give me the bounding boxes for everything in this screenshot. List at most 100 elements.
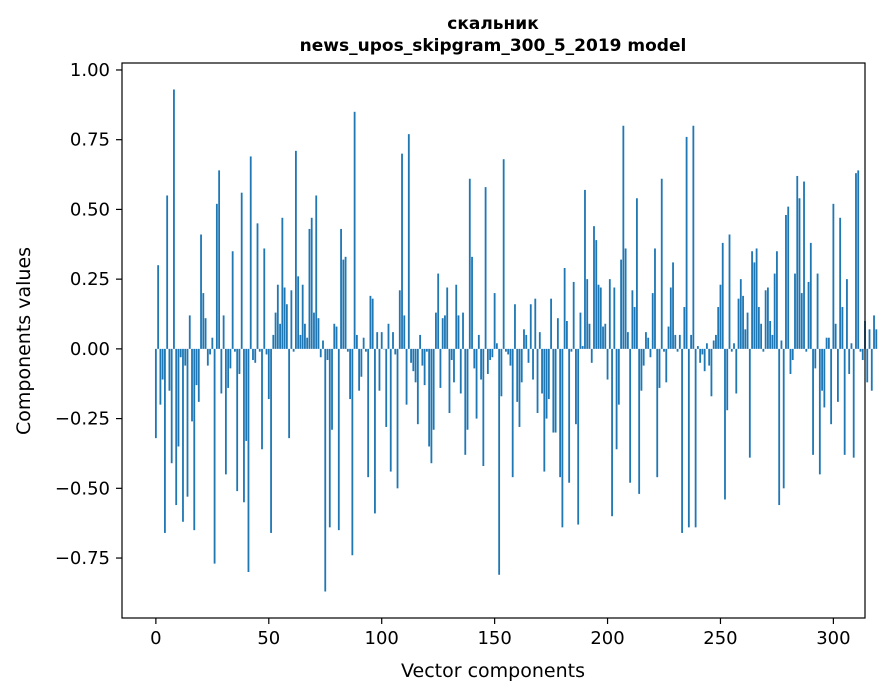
bar bbox=[211, 337, 214, 349]
bar bbox=[294, 150, 297, 349]
bar bbox=[453, 348, 455, 383]
bar bbox=[538, 332, 541, 349]
bar bbox=[617, 348, 620, 405]
bar bbox=[636, 198, 638, 349]
bar bbox=[444, 315, 446, 349]
bar bbox=[304, 323, 306, 349]
bar bbox=[202, 293, 205, 349]
x-tick-label: 250 bbox=[703, 628, 737, 649]
bar bbox=[715, 334, 717, 349]
bar bbox=[667, 326, 670, 349]
bar bbox=[213, 348, 216, 564]
bar bbox=[807, 281, 810, 349]
bar bbox=[179, 348, 182, 358]
bar bbox=[579, 312, 582, 349]
bar bbox=[658, 348, 661, 388]
bar bbox=[717, 307, 720, 349]
bar bbox=[285, 304, 288, 349]
bar bbox=[674, 334, 677, 349]
bar bbox=[859, 348, 862, 352]
bar bbox=[708, 348, 711, 366]
bar bbox=[231, 251, 234, 349]
bar bbox=[595, 240, 598, 349]
bar bbox=[468, 178, 471, 349]
bar bbox=[550, 298, 552, 349]
bar bbox=[812, 348, 814, 455]
bar bbox=[414, 348, 417, 383]
bar bbox=[760, 323, 763, 349]
bar bbox=[706, 343, 708, 349]
bar bbox=[857, 170, 860, 349]
bar bbox=[696, 346, 699, 349]
bar bbox=[378, 348, 381, 391]
bar bbox=[168, 348, 171, 391]
bar bbox=[220, 348, 223, 394]
y-axis-label: Components values bbox=[13, 247, 35, 435]
bar bbox=[536, 348, 539, 414]
bar bbox=[238, 348, 241, 374]
bar bbox=[534, 298, 537, 349]
bar bbox=[762, 348, 765, 352]
y-tick-label: 0.50 bbox=[70, 199, 110, 220]
bar bbox=[631, 290, 634, 349]
bar bbox=[502, 159, 505, 349]
bar bbox=[252, 348, 254, 361]
bar bbox=[319, 348, 322, 358]
bar bbox=[516, 348, 519, 402]
bar bbox=[328, 348, 331, 528]
bar bbox=[439, 348, 442, 388]
bar bbox=[599, 287, 602, 349]
bar bbox=[380, 332, 383, 349]
bar bbox=[191, 348, 193, 422]
bar bbox=[398, 290, 401, 349]
bar bbox=[322, 340, 324, 349]
bar bbox=[665, 348, 668, 383]
bar bbox=[721, 242, 724, 349]
bar bbox=[565, 320, 568, 349]
bar bbox=[308, 228, 311, 349]
bar bbox=[651, 293, 654, 349]
bar bbox=[164, 348, 166, 533]
x-tick-label: 150 bbox=[477, 628, 511, 649]
bar bbox=[279, 323, 281, 349]
bar bbox=[818, 348, 821, 475]
bar bbox=[735, 348, 738, 394]
bar bbox=[371, 298, 374, 349]
bar bbox=[342, 259, 345, 349]
bar bbox=[839, 217, 842, 349]
bar bbox=[240, 192, 243, 349]
bar bbox=[247, 348, 250, 572]
bar bbox=[590, 348, 593, 363]
y-tick-label: −0.75 bbox=[55, 548, 110, 569]
bar bbox=[306, 337, 309, 349]
bar bbox=[626, 332, 629, 349]
x-tick-label: 300 bbox=[816, 628, 850, 649]
bar bbox=[324, 348, 327, 592]
bar bbox=[852, 348, 855, 458]
bar bbox=[333, 323, 336, 349]
bar bbox=[776, 251, 778, 349]
bar bbox=[392, 332, 394, 349]
bar bbox=[814, 348, 817, 369]
bar bbox=[656, 348, 659, 478]
bar bbox=[527, 348, 530, 363]
bar bbox=[195, 348, 198, 386]
bar bbox=[737, 298, 740, 349]
bar bbox=[633, 307, 636, 349]
bar bbox=[791, 348, 794, 361]
bar bbox=[554, 348, 557, 433]
bar bbox=[593, 226, 595, 349]
bar bbox=[861, 348, 864, 361]
bar bbox=[274, 312, 277, 349]
bar bbox=[764, 290, 767, 349]
bar bbox=[703, 348, 706, 372]
bar bbox=[870, 348, 873, 391]
bar bbox=[272, 334, 275, 349]
bar bbox=[687, 348, 690, 528]
bar bbox=[209, 348, 211, 355]
bar bbox=[823, 348, 826, 408]
bar bbox=[642, 348, 645, 366]
bar bbox=[604, 323, 607, 349]
bar bbox=[403, 315, 406, 349]
bar bbox=[638, 348, 641, 494]
